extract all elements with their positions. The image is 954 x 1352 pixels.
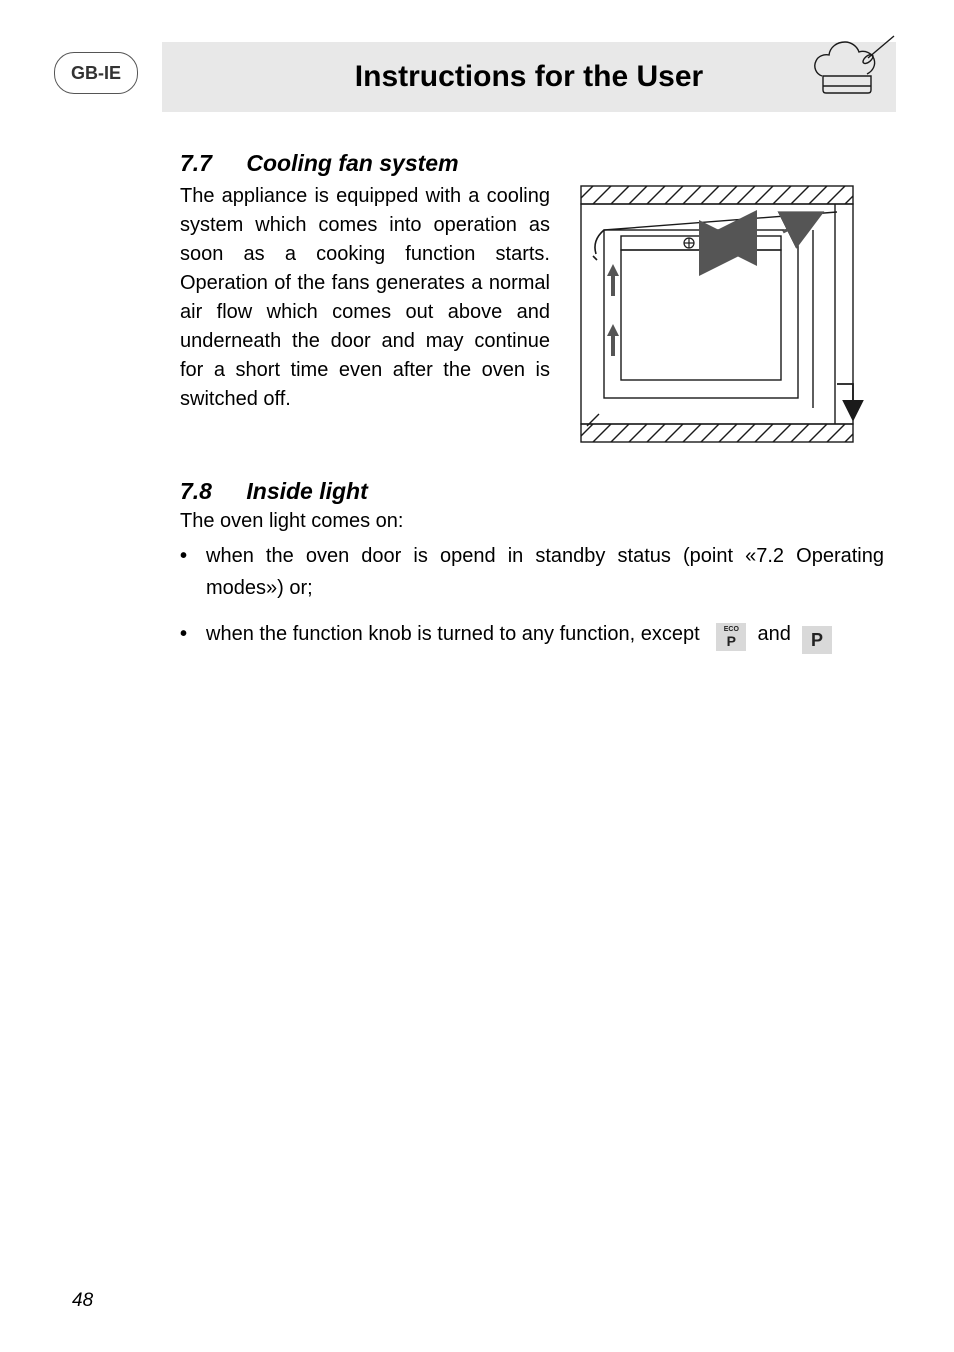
bullet-dot-icon: •	[180, 618, 206, 654]
bullet-2-conjunction: and	[757, 623, 790, 645]
section-7-7-number: 7.7	[180, 150, 212, 176]
bullet-2-text: when the function knob is turned to any …	[206, 618, 884, 654]
p-small-label: P	[716, 634, 746, 648]
section-7-8-title: Inside light	[246, 478, 367, 504]
bullet-dot-icon: •	[180, 540, 206, 604]
chef-hat-icon	[808, 28, 896, 116]
region-badge: GB-IE	[54, 52, 138, 94]
bullet-1-text: when the oven door is opend in standby s…	[206, 540, 884, 604]
eco-p-icon: ECO P	[716, 623, 746, 651]
section-7-8-number: 7.8	[180, 478, 212, 504]
section-7-7-title: Cooling fan system	[246, 150, 458, 176]
section-7-8-intro: The oven light comes on:	[180, 510, 403, 533]
bullet-2-prefix: when the function knob is turned to any …	[206, 623, 700, 645]
page-number: 48	[72, 1290, 93, 1312]
bullet-1: • when the oven door is opend in standby…	[180, 540, 884, 604]
section-7-8-heading: 7.8 Inside light	[180, 478, 368, 505]
airflow-diagram	[567, 178, 877, 450]
section-7-8-bullets: • when the oven door is opend in standby…	[180, 540, 884, 668]
title-band: Instructions for the User	[162, 42, 896, 112]
p-icon: P	[802, 626, 832, 654]
section-7-7-paragraph: The appliance is equipped with a cooling…	[180, 182, 550, 414]
page-title: Instructions for the User	[355, 60, 703, 94]
bullet-2: • when the function knob is turned to an…	[180, 618, 884, 654]
section-7-7-heading: 7.7 Cooling fan system	[180, 150, 459, 177]
